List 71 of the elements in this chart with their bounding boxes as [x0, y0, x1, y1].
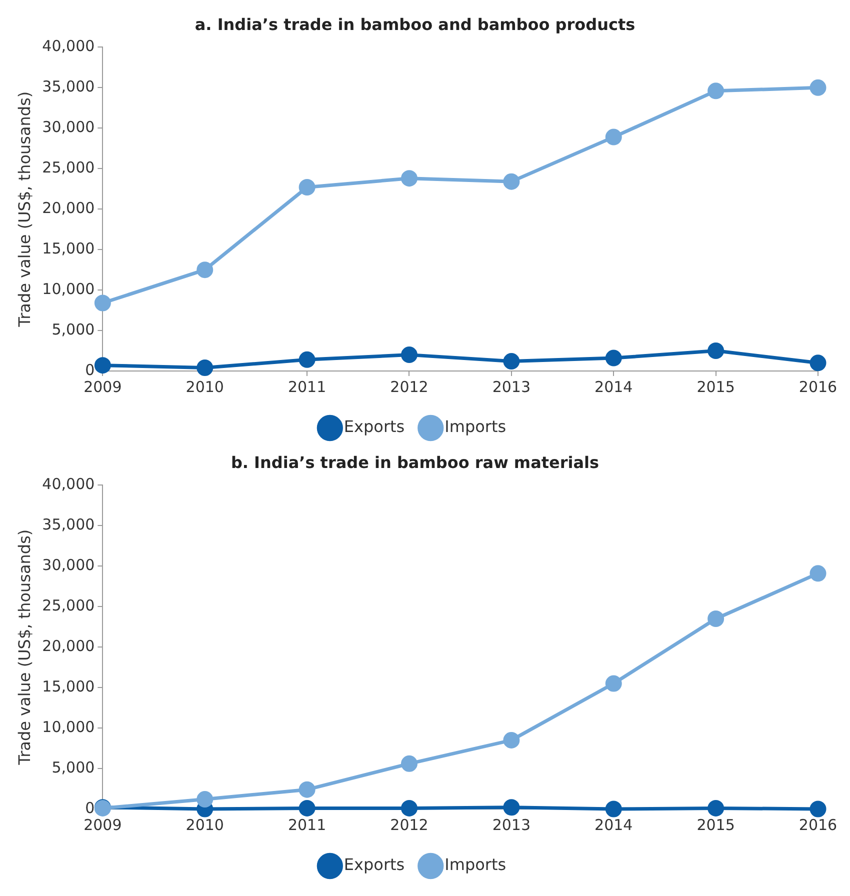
x-tick-label: 2010 [186, 816, 224, 834]
point [503, 799, 520, 816]
point [605, 350, 622, 366]
point [708, 342, 724, 360]
point [196, 791, 214, 808]
point [298, 178, 316, 196]
x-tick-label: 2014 [594, 816, 633, 834]
x-tick-label: 2009 [84, 378, 122, 396]
x-tick-label: 2013 [492, 378, 531, 396]
point [401, 800, 418, 816]
y-tick-label: 10,000 [42, 718, 95, 736]
x-tick-label: 2016 [798, 816, 838, 834]
x-tick-label: 2010 [186, 378, 224, 396]
x-tick-label: 2011 [288, 378, 326, 396]
y-tick-label: 20,000 [42, 198, 95, 217]
point [94, 357, 111, 374]
y-tick-label: 35,000 [42, 78, 95, 96]
point [503, 173, 520, 190]
legend-label: Exports [344, 417, 405, 436]
y-tick-label: 10,000 [42, 280, 95, 298]
y-axis-title: Trade value (US$, thousands) [14, 529, 34, 766]
x-tick-label: 2012 [390, 816, 428, 834]
point [708, 82, 724, 100]
point [401, 170, 418, 187]
y-tick-label: 25,000 [42, 596, 95, 615]
point [810, 800, 826, 818]
point [298, 351, 316, 368]
legend-label: Imports [444, 417, 506, 436]
y-tick-label: 0 [85, 798, 95, 817]
point [810, 354, 826, 372]
x-tick-label: 2011 [288, 816, 326, 834]
y-tick-label: 30,000 [42, 556, 95, 574]
y-tick-label: 15,000 [42, 239, 95, 258]
y-tick-label: 5,000 [52, 758, 95, 776]
x-tick-label: 2015 [696, 378, 735, 396]
y-tick-label: 40,000 [42, 37, 95, 56]
point [605, 128, 622, 146]
point [708, 610, 724, 628]
point [503, 353, 520, 370]
point [401, 755, 418, 772]
point [298, 781, 316, 798]
y-tick-label: 15,000 [42, 677, 95, 696]
x-tick-label: 2012 [390, 378, 428, 396]
y-tick-label: 0 [85, 360, 95, 379]
y-tick-label: 40,000 [42, 475, 95, 494]
y-tick-label: 35,000 [42, 516, 95, 534]
point [196, 262, 214, 278]
y-tick-label: 5,000 [52, 320, 95, 338]
x-tick-label: 2009 [84, 816, 122, 834]
legend-label: Exports [344, 855, 405, 874]
x-tick-label: 2015 [696, 816, 735, 834]
point [503, 732, 520, 748]
point [298, 800, 316, 816]
point [196, 360, 214, 376]
point [605, 800, 622, 818]
x-tick-label: 2016 [798, 378, 838, 396]
point [401, 346, 418, 364]
y-tick-label: 30,000 [42, 118, 95, 136]
legend-label: Imports [444, 855, 506, 874]
x-tick-label: 2014 [594, 378, 633, 396]
y-tick-label: 20,000 [42, 636, 95, 655]
point [810, 565, 826, 582]
y-axis-title: Trade value (US$, thousands) [14, 91, 34, 328]
point [708, 800, 724, 816]
point [810, 79, 826, 96]
point [94, 294, 111, 312]
y-tick-label: 25,000 [42, 158, 95, 177]
point [605, 675, 622, 692]
x-tick-label: 2013 [492, 816, 531, 834]
chart-title: b. India’s trade in bamboo raw materials [230, 452, 600, 472]
chart-title: a. India’s trade in bamboo and bamboo products [194, 14, 636, 34]
